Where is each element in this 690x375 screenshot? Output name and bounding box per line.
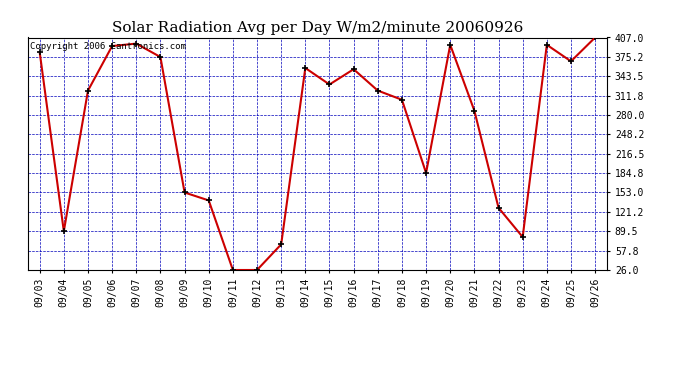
Text: Copyright 2006 Cantronics.com: Copyright 2006 Cantronics.com <box>30 42 186 51</box>
Title: Solar Radiation Avg per Day W/m2/minute 20060926: Solar Radiation Avg per Day W/m2/minute … <box>112 21 523 35</box>
